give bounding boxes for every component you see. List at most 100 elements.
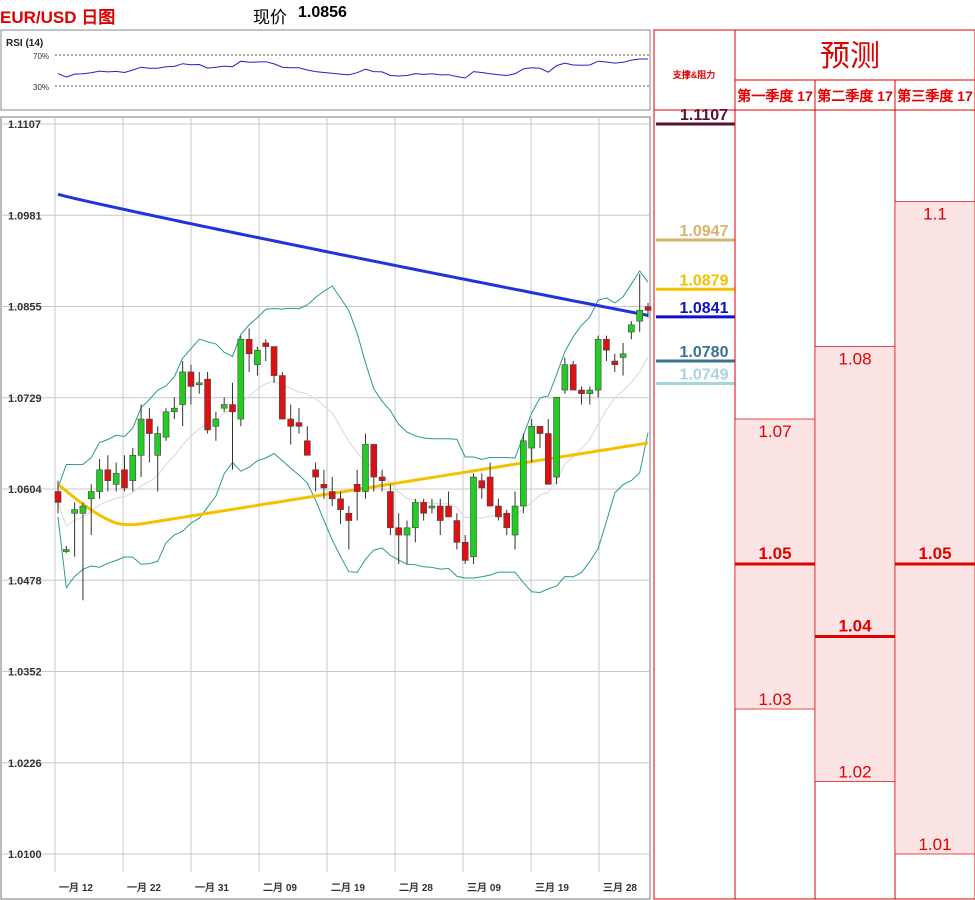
candle bbox=[511, 491, 519, 550]
candle-body bbox=[79, 505, 87, 514]
candle-body bbox=[619, 353, 627, 358]
candle-body bbox=[112, 473, 120, 485]
candle bbox=[337, 491, 344, 525]
candle bbox=[229, 382, 236, 470]
candle bbox=[378, 469, 386, 492]
candle-body bbox=[503, 512, 511, 529]
candle bbox=[212, 411, 220, 441]
x-tick-label: 二月 28 bbox=[399, 882, 433, 894]
candle-body bbox=[362, 444, 369, 492]
forecast-title: 预测 bbox=[820, 40, 880, 73]
candle-body bbox=[71, 509, 78, 514]
candle-body bbox=[345, 512, 353, 521]
candle-body bbox=[295, 422, 303, 427]
candle bbox=[445, 491, 452, 518]
candle-body bbox=[561, 364, 569, 391]
level-label: 1.1107 bbox=[680, 107, 728, 124]
candle bbox=[137, 404, 145, 478]
candle bbox=[171, 397, 178, 420]
candle-body bbox=[536, 425, 544, 434]
candle-body bbox=[337, 498, 344, 510]
x-tick-label: 三月 28 bbox=[603, 882, 637, 894]
x-tick-label: 二月 19 bbox=[331, 882, 365, 894]
candle bbox=[71, 502, 78, 557]
rsi-panel: RSI (14) 70% 30% bbox=[0, 29, 651, 111]
level-label: 1.0879 bbox=[680, 272, 729, 289]
y-tick-label: 1.1107 bbox=[8, 119, 41, 131]
candle bbox=[129, 448, 137, 492]
candle bbox=[628, 321, 635, 340]
candle bbox=[54, 480, 62, 514]
candle bbox=[470, 473, 477, 565]
candle-body bbox=[353, 483, 361, 492]
y-tick-label: 1.0604 bbox=[8, 484, 43, 496]
level-label: 1.0780 bbox=[680, 344, 729, 361]
candle bbox=[536, 425, 544, 449]
candle bbox=[87, 484, 95, 536]
candle bbox=[428, 498, 436, 514]
candle-body bbox=[104, 469, 112, 481]
candle bbox=[179, 361, 186, 427]
candle-body bbox=[586, 389, 594, 394]
candle-body bbox=[270, 346, 278, 376]
forecast-range bbox=[814, 346, 896, 782]
candle-body bbox=[387, 491, 394, 529]
forecast-column-header: 第三季度 17 bbox=[897, 88, 973, 104]
candle-body bbox=[569, 364, 577, 391]
candle bbox=[578, 386, 585, 405]
candle-body bbox=[187, 371, 195, 387]
levels-header: 支撑&阻力 bbox=[672, 69, 716, 80]
forecast-low-label: 1.02 bbox=[838, 763, 871, 782]
price-value: 1.0856 bbox=[298, 4, 347, 21]
candle-body bbox=[428, 505, 436, 509]
candle-body bbox=[453, 520, 461, 543]
candle-body bbox=[137, 418, 145, 456]
candle bbox=[420, 498, 427, 521]
candle-body bbox=[279, 375, 286, 420]
forecast-range bbox=[894, 201, 975, 855]
candle-body bbox=[628, 324, 635, 333]
candle-body bbox=[245, 339, 253, 355]
level-label: 1.0841 bbox=[680, 300, 729, 317]
candle-body bbox=[312, 469, 319, 478]
candle bbox=[395, 513, 403, 565]
candle bbox=[237, 335, 245, 427]
candle bbox=[520, 433, 527, 514]
candle bbox=[204, 371, 211, 434]
candle-body bbox=[528, 425, 535, 449]
rsi-title: RSI (14) bbox=[6, 38, 43, 49]
candle-body bbox=[436, 505, 444, 521]
forecast-panel: 预测 第一季度 17 1.07 1.05 1.03 第二季度 17 1.08 1.04 1.0… bbox=[734, 29, 975, 900]
candle bbox=[104, 455, 112, 492]
forecast-column-header: 第一季度 17 bbox=[737, 88, 813, 104]
candle bbox=[79, 502, 87, 601]
candle bbox=[303, 426, 311, 456]
candle bbox=[503, 509, 511, 536]
candle bbox=[345, 506, 353, 550]
candle bbox=[295, 408, 303, 434]
candle-body bbox=[154, 433, 162, 456]
candle-body bbox=[287, 418, 294, 427]
candle-body bbox=[171, 407, 178, 413]
y-tick-label: 1.0981 bbox=[8, 210, 42, 222]
candle-body bbox=[121, 469, 128, 489]
candle-body bbox=[395, 527, 403, 536]
candle bbox=[112, 462, 120, 492]
candle bbox=[353, 469, 361, 521]
price-chart-frame bbox=[0, 116, 651, 900]
candle bbox=[569, 361, 577, 391]
candle bbox=[279, 371, 286, 420]
level-label: 1.0947 bbox=[680, 223, 729, 240]
candle-body bbox=[220, 404, 228, 409]
rsi-line bbox=[57, 58, 648, 79]
candle-body bbox=[544, 433, 552, 485]
candle bbox=[561, 357, 569, 394]
candle bbox=[154, 426, 162, 492]
x-tick-label: 一月 22 bbox=[127, 882, 161, 894]
forecast-mid-label: 1.05 bbox=[918, 544, 951, 563]
ma200-line bbox=[57, 192, 649, 317]
candle-body bbox=[87, 491, 95, 500]
candle-body bbox=[520, 440, 527, 507]
candle bbox=[387, 484, 394, 536]
candle-body bbox=[403, 527, 411, 536]
